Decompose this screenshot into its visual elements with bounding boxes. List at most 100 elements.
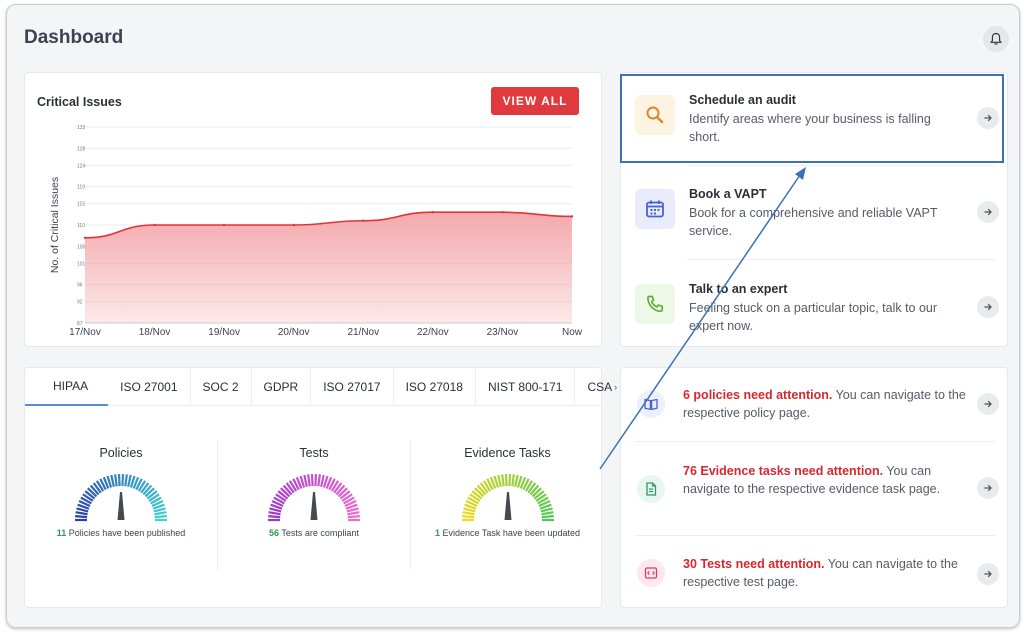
policies-arrow-button[interactable] [977,393,999,415]
gauge-tick [82,493,94,502]
tab-gdpr[interactable]: GDPR [252,368,312,406]
dashboard-frame: Dashboard Critical Issues VIEW ALL 87 92 9… [6,4,1020,628]
chart-point[interactable] [362,219,365,222]
gauge-caption: 1 Evidence Task have been updated [411,528,604,538]
evidence-arrow-button[interactable] [977,477,999,499]
gauge-tick [268,515,281,519]
gauge-tick [154,511,167,516]
tests-arrow-button[interactable] [977,563,999,585]
y-tick-label: 115 [77,202,85,208]
chart-point[interactable] [501,211,504,214]
gauge-tick [268,511,281,516]
gauge-tick [114,474,118,487]
gauge-tick [76,507,89,513]
gauge-tick [492,475,499,488]
gauge-tick [529,484,539,496]
action-description: Identify areas where your business is fa… [689,112,931,144]
tab-hipaa[interactable]: HIPAA [25,368,109,406]
gauge-tick [95,480,105,492]
gauge-tick [540,507,553,513]
gauge-tick [127,474,132,487]
action-title: Talk to an expert [689,282,788,296]
tab-soc-2[interactable]: SOC 2 [191,368,252,406]
y-tick-label: 133 [77,125,86,131]
divider [635,535,995,536]
gauge-tick [92,482,102,494]
gauge-tick [513,474,519,487]
y-tick-label: 101 [77,261,86,267]
chart-point[interactable] [570,215,574,218]
tests-alert-item[interactable]: 30 Tests need attention. You can navigat… [621,536,1009,608]
gauge-tick [271,500,284,507]
evidence-alert-item[interactable]: 76 Evidence tasks need attention. You ca… [621,442,1009,534]
gauge-tick [77,503,90,510]
tab-nist-800-171[interactable]: NIST 800-171 [476,368,576,406]
book-vapt-arrow-button[interactable] [977,201,999,223]
schedule-audit-arrow-button[interactable] [977,107,999,129]
gauge-tick [75,511,88,516]
alerts-card: 6 policies need attention. You can navig… [620,367,1008,608]
x-tick-label: 18/Nov [139,327,171,338]
arrow-right-icon [984,570,992,578]
gauge-tick [504,473,508,487]
tab-iso-27017[interactable]: ISO 27017 [311,368,394,406]
chart-point[interactable] [292,223,295,227]
chart-point[interactable] [431,211,435,214]
book-vapt-item[interactable]: Book a VAPT Book for a comprehensive and… [621,167,1009,255]
alert-text: 6 policies need attention. You can navig… [683,386,968,422]
tab-csa[interactable]: CSA [587,380,613,394]
x-tick-label: 17/Nov [69,327,101,338]
gauge-tick [345,503,358,510]
gauge-tick [339,490,351,500]
x-tick-label: Now [562,327,583,338]
arrow-right-icon [984,303,992,311]
gauge-tick [531,487,542,498]
alert-count: 6 policies need attention. [683,388,833,402]
critical-issues-chart: 87 92 96 101 105 110 115 119 124 128 133 17/Nov 18/N… [49,125,583,338]
view-all-button[interactable]: VIEW ALL [491,87,579,115]
critical-issues-card: Critical Issues VIEW ALL 87 92 96 101 105 110… [24,72,602,347]
gauge-policies: Policies 11 Policies have been published [25,440,218,570]
action-title: Book a VAPT [689,187,767,201]
gauge-tick [78,500,91,507]
alert-text: 76 Evidence tasks need attention. You ca… [683,462,968,498]
tabs-scroll-right-icon[interactable]: › [614,381,618,392]
gauge-tick [106,475,113,488]
gauge-caption-text: Policies have been published [66,528,186,538]
gauge-needle [504,492,511,520]
gauge-tick [510,474,515,487]
gauge-tick [343,496,355,505]
divider [687,165,995,166]
action-title: Schedule an audit [689,93,796,107]
gauge-count: 1 [435,528,441,538]
gauge-title: Tests [299,446,329,460]
gauge-tick [129,475,136,488]
tab-iso-27018[interactable]: ISO 27018 [394,368,476,406]
gauge-tick [466,496,479,505]
compliance-card: HIPAA ISO 27001 SOC 2 GDPR ISO 27017 ISO 2701… [24,367,617,608]
gauge-tick [507,473,511,487]
framework-tabs: HIPAA ISO 27001 SOC 2 GDPR ISO 27017 ISO 2701… [25,368,617,406]
gauge-tick [526,482,536,494]
gauge-tick [87,487,98,498]
chart-point[interactable] [222,223,226,227]
chart-point[interactable] [83,236,87,239]
gauge-tick [516,475,523,488]
page-title: Dashboard [24,27,124,48]
gauge-tick [270,503,283,510]
gauge-tick [132,476,140,489]
talk-to-expert-arrow-button[interactable] [977,296,999,318]
schedule-audit-item[interactable]: Schedule an audit Identify areas where y… [621,73,1009,161]
gauge-tick [277,490,289,500]
tab-iso-27001[interactable]: ISO 27001 [108,368,191,406]
book-icon [637,390,665,418]
policies-alert-item[interactable]: 6 policies need attention. You can navig… [621,368,1009,440]
gauge-tick [476,484,486,496]
talk-to-expert-item[interactable]: Talk to an expert Feeling stuck on a par… [621,262,1009,350]
notifications-button[interactable] [983,26,1009,52]
gauge-tick [533,490,544,500]
action-description: Feeling stuck on a particular topic, tal… [689,301,938,333]
gauge-needle [310,492,318,520]
gauge-tick [142,484,153,496]
chart-point[interactable] [153,223,156,227]
